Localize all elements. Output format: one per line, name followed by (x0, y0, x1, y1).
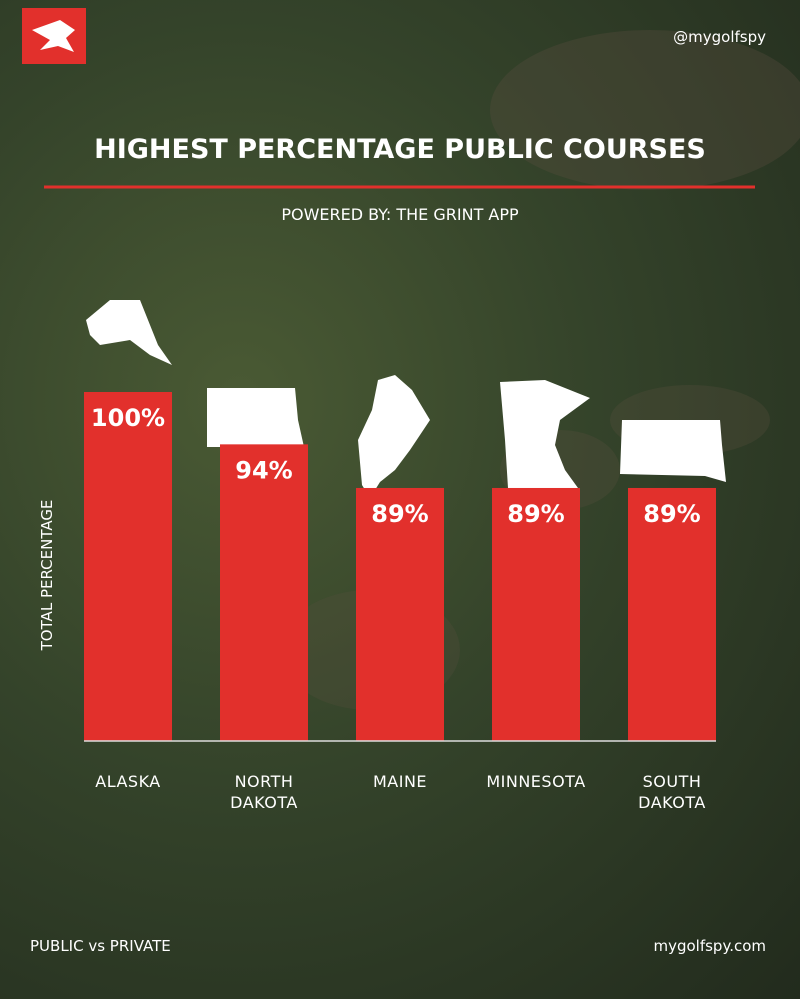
x-tick-label: MAINE (372, 772, 428, 791)
bar (628, 487, 716, 741)
y-axis-label: TOTAL PERCENTAGE (38, 500, 56, 652)
bunker (490, 30, 800, 190)
north-dakota-shape (207, 388, 304, 447)
bar (356, 487, 444, 741)
alaska-shape (86, 300, 172, 365)
x-tick-label: MINNESOTA (486, 772, 586, 791)
value-label: 89% (643, 500, 700, 528)
south-dakota-shape (620, 420, 726, 482)
minnesota-shape (500, 380, 590, 488)
value-label: 94% (235, 456, 292, 484)
maine-shape (358, 375, 430, 498)
value-label: 89% (507, 500, 564, 528)
value-label: 89% (371, 500, 428, 528)
footer-left: PUBLIC vs PRIVATE (30, 937, 171, 955)
logo-mark (32, 20, 75, 52)
footer-right: mygolfspy.com (653, 937, 766, 955)
x-tick-label: SOUTH DAKOTA (638, 772, 706, 812)
value-label: 100% (91, 404, 165, 432)
chart-title: HIGHEST PERCENTAGE PUBLIC COURSES (94, 134, 706, 165)
x-tick-label: ALASKA (95, 772, 161, 791)
bar (220, 444, 308, 741)
bar (84, 392, 172, 741)
handle: @mygolfspy (673, 28, 766, 46)
x-tick-label: NORTH DAKOTA (230, 772, 298, 812)
subtitle: POWERED BY: THE GRINT APP (281, 205, 519, 224)
bar (492, 487, 580, 741)
